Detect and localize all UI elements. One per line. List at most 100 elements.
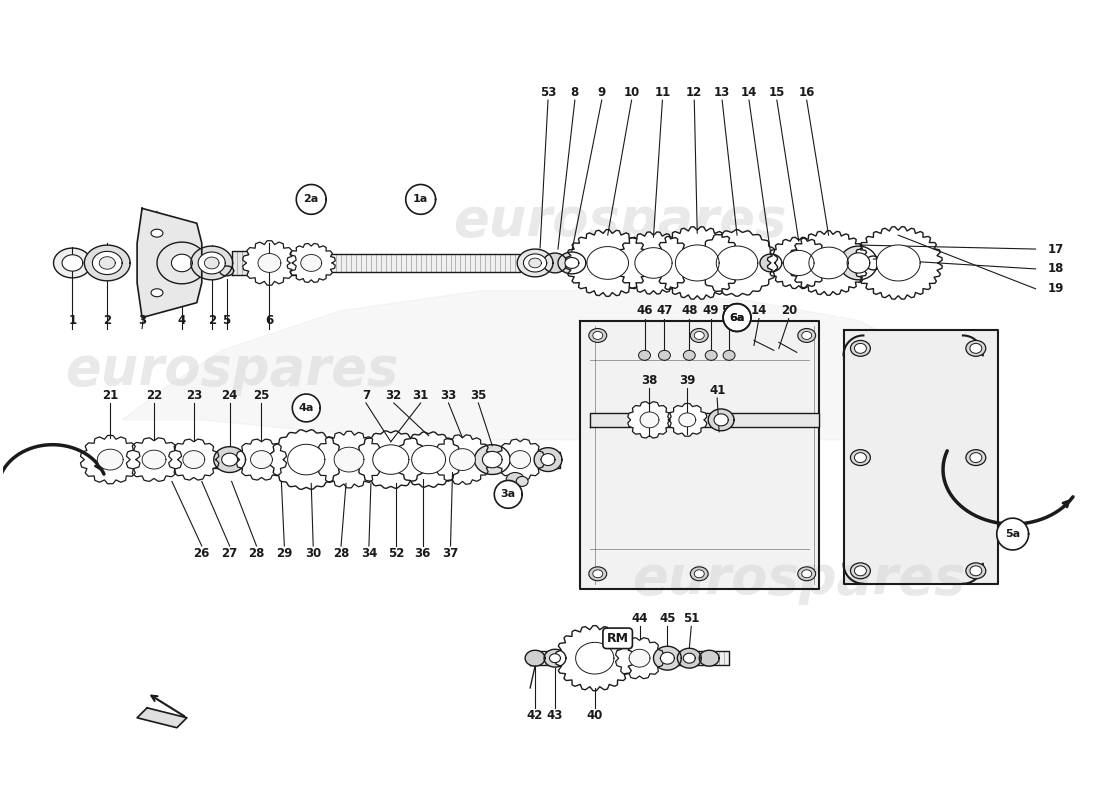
Polygon shape <box>847 253 870 273</box>
Text: 37: 37 <box>442 547 459 561</box>
Text: 45: 45 <box>659 612 675 625</box>
Polygon shape <box>628 402 671 438</box>
Polygon shape <box>213 446 245 473</box>
Polygon shape <box>565 230 650 296</box>
Ellipse shape <box>850 563 870 578</box>
Text: 24: 24 <box>221 389 238 402</box>
Polygon shape <box>535 448 562 471</box>
Text: 35: 35 <box>470 389 486 402</box>
Text: 4: 4 <box>178 314 186 327</box>
Polygon shape <box>668 403 707 436</box>
Polygon shape <box>287 243 336 282</box>
Text: 5a: 5a <box>1005 529 1020 539</box>
Text: 40: 40 <box>586 710 603 722</box>
Ellipse shape <box>593 331 603 339</box>
Polygon shape <box>450 449 475 470</box>
Text: 1: 1 <box>68 314 77 327</box>
Ellipse shape <box>593 570 603 578</box>
Polygon shape <box>251 450 273 469</box>
Polygon shape <box>558 252 586 274</box>
Polygon shape <box>126 438 182 482</box>
Polygon shape <box>222 453 238 466</box>
Text: 46: 46 <box>636 304 652 317</box>
Polygon shape <box>653 646 681 670</box>
Text: 52: 52 <box>387 547 404 561</box>
Ellipse shape <box>855 343 867 354</box>
Ellipse shape <box>970 566 982 576</box>
Polygon shape <box>316 431 383 488</box>
Text: 36: 36 <box>415 547 431 561</box>
Polygon shape <box>683 654 695 663</box>
Polygon shape <box>92 452 560 467</box>
Polygon shape <box>530 651 729 665</box>
Text: 6: 6 <box>265 314 274 327</box>
Ellipse shape <box>802 331 812 339</box>
Ellipse shape <box>705 350 717 360</box>
Ellipse shape <box>850 450 870 466</box>
Polygon shape <box>708 409 734 430</box>
Polygon shape <box>675 245 719 281</box>
Text: 41: 41 <box>710 383 725 397</box>
Text: 6a: 6a <box>729 313 745 322</box>
Polygon shape <box>138 708 187 728</box>
Ellipse shape <box>588 567 607 581</box>
Polygon shape <box>541 454 556 466</box>
Text: 26: 26 <box>194 547 210 561</box>
Polygon shape <box>396 432 462 487</box>
Polygon shape <box>157 242 207 284</box>
Polygon shape <box>85 245 130 281</box>
Polygon shape <box>142 450 166 469</box>
Polygon shape <box>198 252 226 274</box>
Polygon shape <box>580 321 818 589</box>
Ellipse shape <box>966 563 986 578</box>
Polygon shape <box>525 650 544 666</box>
Polygon shape <box>232 251 311 275</box>
Polygon shape <box>54 248 91 278</box>
Ellipse shape <box>966 341 986 356</box>
Polygon shape <box>714 414 728 426</box>
Text: 15: 15 <box>769 86 785 98</box>
Text: 53: 53 <box>540 86 557 98</box>
Polygon shape <box>509 450 530 469</box>
Polygon shape <box>270 430 342 490</box>
Ellipse shape <box>798 567 816 581</box>
Polygon shape <box>474 445 510 474</box>
Polygon shape <box>122 290 988 440</box>
Text: 19: 19 <box>1047 282 1064 295</box>
Text: 7: 7 <box>362 389 370 402</box>
Polygon shape <box>355 431 426 488</box>
Text: 6a: 6a <box>729 313 745 322</box>
Text: 39: 39 <box>679 374 695 386</box>
Polygon shape <box>300 254 321 271</box>
Ellipse shape <box>970 453 982 462</box>
Polygon shape <box>640 412 659 428</box>
Text: 48: 48 <box>681 304 697 317</box>
Text: eurospares: eurospares <box>453 195 786 247</box>
Text: 23: 23 <box>186 389 202 402</box>
Polygon shape <box>768 238 830 289</box>
Text: 12: 12 <box>686 86 703 98</box>
Polygon shape <box>550 654 560 662</box>
Text: 18: 18 <box>1047 262 1064 275</box>
Ellipse shape <box>151 229 163 237</box>
Text: 42: 42 <box>527 710 543 722</box>
Text: 3: 3 <box>138 314 146 327</box>
Polygon shape <box>696 230 778 296</box>
Polygon shape <box>587 246 628 279</box>
Polygon shape <box>236 439 286 480</box>
Ellipse shape <box>659 350 670 360</box>
Polygon shape <box>524 254 547 272</box>
Text: 11: 11 <box>654 86 671 98</box>
Text: 14: 14 <box>740 86 757 98</box>
Ellipse shape <box>516 477 528 486</box>
Text: 13: 13 <box>714 86 730 98</box>
Ellipse shape <box>798 329 816 342</box>
Polygon shape <box>483 451 502 468</box>
Polygon shape <box>844 330 998 584</box>
Polygon shape <box>653 226 741 299</box>
Text: 8: 8 <box>571 86 579 98</box>
Ellipse shape <box>855 453 867 462</box>
Polygon shape <box>629 650 650 667</box>
Polygon shape <box>723 304 751 331</box>
Ellipse shape <box>694 570 704 578</box>
